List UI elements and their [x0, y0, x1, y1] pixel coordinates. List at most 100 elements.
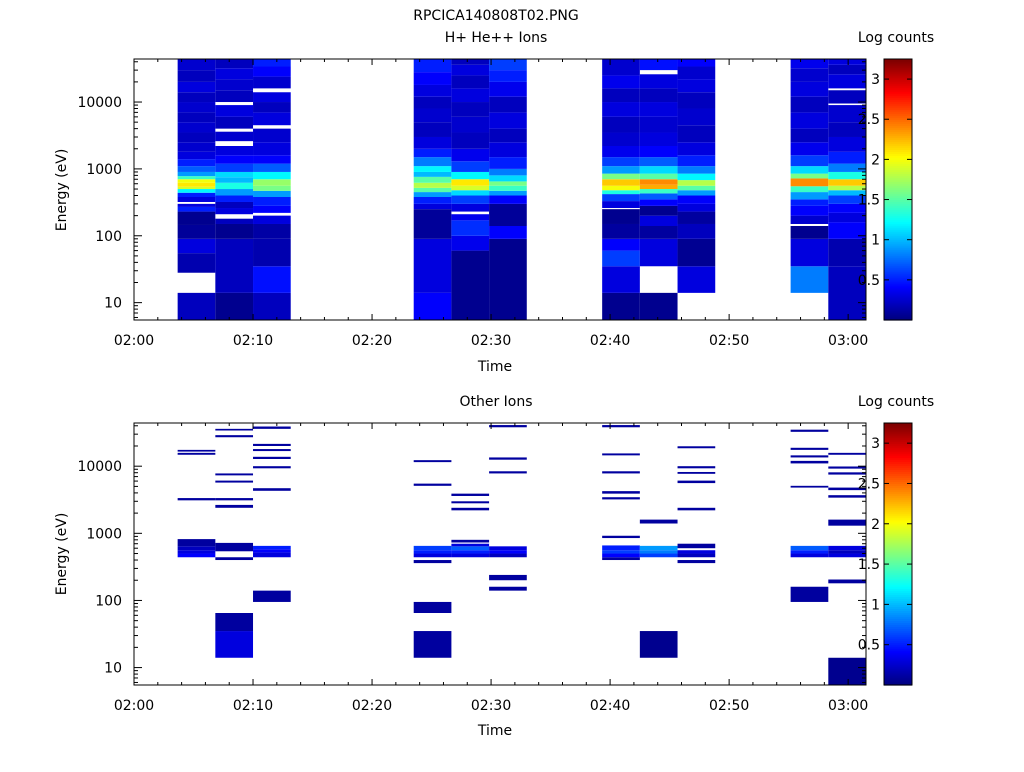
heatmap-cell: [790, 199, 829, 206]
heatmap-cell: [177, 498, 216, 501]
colorbar-swatch: [884, 578, 912, 581]
colorbar-swatch: [884, 91, 912, 94]
heatmap-cell: [489, 59, 527, 71]
heatmap-cell: [790, 155, 829, 167]
heatmap-cell: [413, 560, 452, 564]
colorbar-swatch: [884, 259, 912, 263]
heatmap-cell: [489, 546, 527, 551]
heatmap-cell: [828, 74, 866, 89]
heatmap-cell: [177, 112, 216, 123]
heatmap-cell: [253, 112, 291, 126]
heatmap-cell: [677, 203, 716, 212]
colorbar-swatch: [884, 119, 912, 122]
colorbar-swatch: [884, 197, 912, 201]
heatmap-cell: [253, 163, 291, 172]
colorbar-swatch: [884, 562, 912, 565]
heatmap-cell: [602, 550, 640, 554]
colorbar-swatch: [884, 646, 912, 650]
colorbar-swatch: [884, 191, 912, 195]
colorbar-swatch: [884, 664, 912, 668]
colorbar-swatch: [884, 545, 912, 549]
colorbar-tick-label: 2: [871, 517, 880, 533]
heatmap-cell: [489, 471, 527, 474]
heatmap-cell: [790, 550, 829, 554]
heatmap-cell: [828, 553, 866, 558]
heatmap-cell: [639, 184, 678, 190]
heatmap-cell: [489, 96, 527, 113]
x-tick-label: 02:50: [709, 698, 749, 714]
heatmap-cell: [177, 292, 216, 320]
heatmap-cell: [253, 179, 291, 186]
colorbar-swatch: [884, 425, 912, 428]
colorbar-swatch: [884, 231, 912, 235]
panel-2-xlabel: Time: [477, 723, 512, 739]
colorbar-swatch: [884, 239, 912, 243]
heatmap-cell: [215, 195, 254, 202]
heatmap-cell: [677, 155, 716, 167]
heatmap-cell: [677, 553, 716, 558]
heatmap-cell: [790, 166, 829, 174]
heatmap-cell: [177, 142, 216, 152]
heatmap-cell: [790, 447, 829, 450]
colorbar-tick-label: 1: [871, 233, 880, 249]
heatmap-cell: [602, 75, 640, 89]
heatmap-cell: [602, 146, 640, 158]
heatmap-cell: [177, 238, 216, 254]
heatmap-cell: [451, 190, 490, 196]
heatmap-cell: [489, 553, 527, 558]
colorbar-swatch: [884, 431, 912, 434]
heatmap-cell: [177, 59, 216, 71]
heatmap-cell: [489, 190, 527, 196]
heatmap-cell: [177, 206, 216, 212]
colorbar-swatch: [884, 223, 912, 227]
heatmap-cell: [790, 586, 829, 602]
heatmap-cell: [413, 166, 452, 172]
colorbar-frame: [883, 422, 913, 686]
heatmap-cell: [677, 446, 716, 449]
colorbar-swatch: [884, 161, 912, 164]
colorbar-swatch: [884, 602, 912, 605]
y-tick-label: 10: [104, 296, 122, 312]
heatmap-cell: [639, 199, 678, 206]
heatmap-cell: [790, 225, 829, 239]
colorbar-swatch: [884, 580, 912, 583]
heatmap-cell: [677, 190, 716, 196]
colorbar-swatch: [884, 554, 912, 557]
heatmap-cell: [177, 546, 216, 551]
colorbar-swatch: [884, 139, 912, 142]
colorbar-swatch: [884, 566, 912, 569]
heatmap-cell: [215, 155, 254, 164]
heatmap-cell: [602, 425, 640, 428]
colorbar-swatch: [884, 517, 912, 521]
heatmap-cell: [253, 196, 291, 206]
colorbar-swatch: [884, 217, 912, 221]
heatmap-cell: [253, 443, 291, 446]
colorbar-swatch: [884, 221, 912, 225]
heatmap-cell: [253, 545, 291, 550]
colorbar-swatch: [884, 279, 912, 283]
colorbar-swatch: [884, 556, 912, 559]
colorbar-swatch: [884, 147, 912, 150]
heatmap-cell: [602, 201, 640, 209]
colorbar-swatch: [884, 77, 912, 80]
colorbar-swatch: [884, 612, 912, 616]
heatmap-cell: [489, 181, 527, 186]
heatmap-cell: [489, 586, 527, 591]
colorbar-swatch: [884, 269, 912, 273]
colorbar-tick-label: 0.5: [858, 273, 880, 289]
heatmap-cell: [828, 190, 866, 196]
heatmap-cell: [177, 224, 216, 239]
colorbar-swatch: [884, 489, 912, 493]
colorbar-swatch: [884, 189, 912, 193]
heatmap-cell: [177, 192, 216, 197]
heatmap-cell: [413, 203, 452, 210]
colorbar-tick-label: 2.5: [858, 112, 880, 128]
x-tick-label: 02:00: [114, 698, 154, 714]
colorbar-swatch: [884, 481, 912, 485]
heatmap-cell: [828, 179, 866, 186]
colorbar-swatch: [884, 315, 912, 319]
heatmap-cell: [215, 223, 254, 239]
heatmap-cell: [639, 238, 678, 267]
colorbar-swatch: [884, 427, 912, 430]
colorbar-tick-label: 2.5: [858, 476, 880, 492]
